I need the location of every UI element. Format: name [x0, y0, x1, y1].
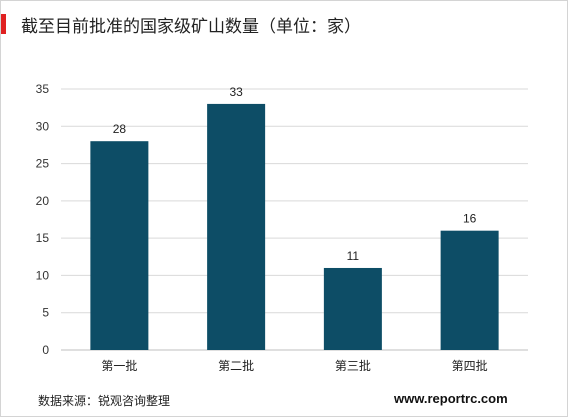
x-axis-ticks: 第一批 第二批 第三批 第四批 — [101, 358, 487, 371]
bar-value-label: 16 — [463, 212, 477, 226]
y-tick-label: 10 — [36, 268, 50, 282]
y-tick-label: 20 — [36, 194, 50, 208]
y-tick-label: 35 — [36, 82, 50, 96]
x-tick-label: 第二批 — [218, 358, 254, 371]
data-labels: 28 33 11 16 — [113, 85, 477, 263]
website-watermark: www.reportrc.com — [394, 391, 508, 406]
x-tick-label: 第一批 — [101, 358, 137, 371]
x-tick-label: 第四批 — [452, 358, 488, 371]
y-tick-label: 15 — [36, 231, 50, 245]
data-source-note: 数据来源：锐观咨询整理 — [38, 394, 171, 408]
bar — [323, 267, 382, 350]
y-tick-label: 30 — [36, 119, 50, 133]
y-axis-ticks: 0 5 10 15 20 25 30 35 — [36, 82, 50, 357]
bar-value-label: 28 — [113, 122, 127, 136]
chart-title: 截至目前批准的国家级矿山数量（单位：家） — [21, 17, 361, 37]
title-accent-bar — [1, 14, 6, 34]
y-tick-label: 5 — [42, 306, 49, 320]
x-tick-label: 第三批 — [335, 358, 371, 371]
bar-value-label: 33 — [229, 85, 243, 99]
y-tick-label: 0 — [42, 343, 49, 357]
bar — [207, 103, 266, 350]
bar — [90, 141, 149, 350]
y-tick-label: 25 — [36, 157, 50, 171]
bar-chart: 28 33 11 16 0 5 10 15 20 25 30 35 第一批 第二批 第三批 第四批 — [36, 82, 528, 371]
bar-value-label: 11 — [347, 249, 360, 263]
bar — [440, 230, 499, 350]
bars — [90, 103, 499, 350]
